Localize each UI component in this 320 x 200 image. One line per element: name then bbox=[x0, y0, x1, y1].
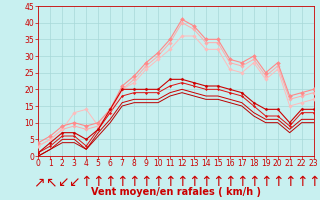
X-axis label: Vent moyen/en rafales ( km/h ): Vent moyen/en rafales ( km/h ) bbox=[91, 187, 261, 197]
